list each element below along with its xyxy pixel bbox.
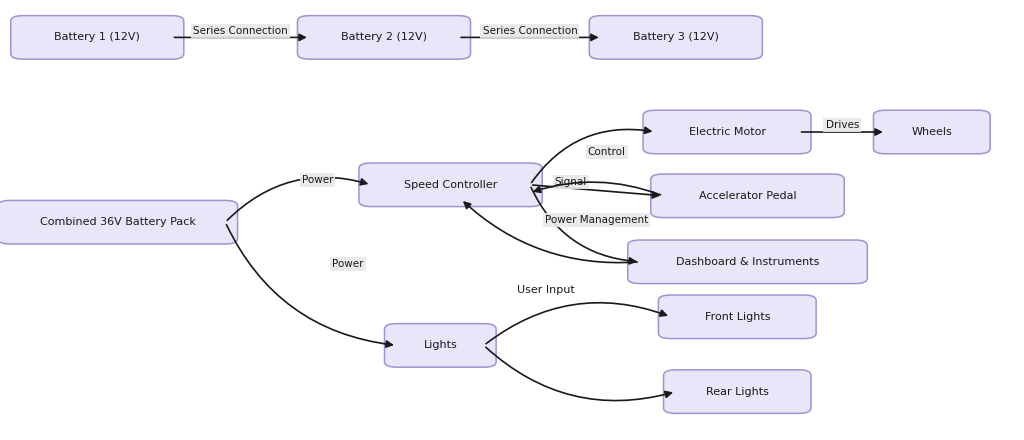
FancyBboxPatch shape [0, 201, 238, 244]
Text: Battery 3 (12V): Battery 3 (12V) [633, 33, 719, 42]
Text: Power Management: Power Management [545, 215, 648, 225]
Text: Series Connection: Series Connection [482, 26, 578, 36]
FancyBboxPatch shape [358, 163, 543, 207]
Text: Series Connection: Series Connection [194, 26, 288, 36]
FancyBboxPatch shape [385, 324, 497, 367]
Text: Signal: Signal [555, 177, 587, 187]
Text: Power: Power [333, 259, 364, 269]
FancyBboxPatch shape [651, 174, 844, 217]
Text: Lights: Lights [424, 341, 457, 350]
Text: Wheels: Wheels [911, 127, 952, 137]
FancyBboxPatch shape [297, 15, 470, 59]
Text: Battery 1 (12V): Battery 1 (12V) [54, 33, 140, 42]
Text: Combined 36V Battery Pack: Combined 36V Battery Pack [40, 217, 196, 227]
FancyBboxPatch shape [11, 15, 184, 59]
FancyBboxPatch shape [873, 110, 990, 154]
FancyBboxPatch shape [664, 370, 811, 414]
Text: Control: Control [588, 147, 626, 157]
FancyBboxPatch shape [590, 15, 762, 59]
Text: Drives: Drives [825, 121, 859, 130]
Text: Front Lights: Front Lights [705, 312, 770, 322]
Text: Battery 2 (12V): Battery 2 (12V) [341, 33, 427, 42]
FancyBboxPatch shape [658, 295, 816, 339]
Text: User Input: User Input [517, 286, 574, 295]
FancyBboxPatch shape [643, 110, 811, 154]
Text: Speed Controller: Speed Controller [403, 180, 498, 190]
FancyBboxPatch shape [628, 240, 867, 283]
Text: Rear Lights: Rear Lights [706, 387, 769, 396]
Text: Accelerator Pedal: Accelerator Pedal [698, 191, 797, 201]
Text: Electric Motor: Electric Motor [688, 127, 766, 137]
Text: Dashboard & Instruments: Dashboard & Instruments [676, 257, 819, 267]
Text: Power: Power [302, 176, 333, 185]
